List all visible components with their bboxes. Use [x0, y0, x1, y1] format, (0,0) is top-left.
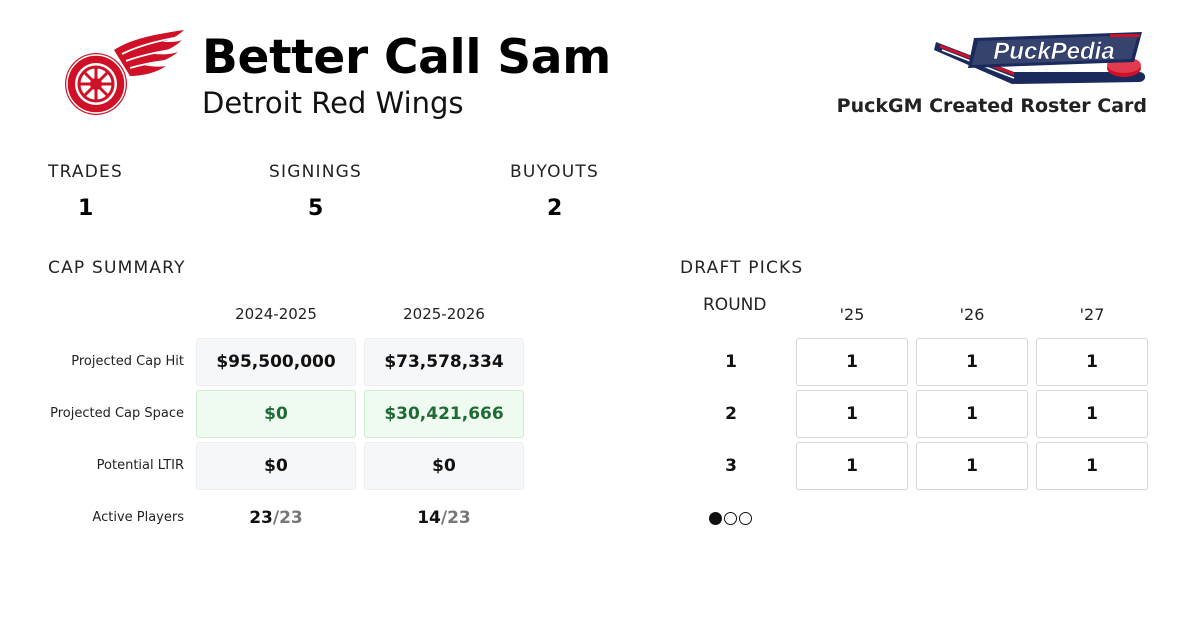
year-header: '26 [959, 305, 985, 324]
stat-label: TRADES [48, 162, 123, 182]
stat-trades: TRADES 1 [48, 162, 218, 221]
round-number: 2 [725, 404, 737, 424]
pagination-dot[interactable] [739, 512, 752, 525]
round-number: 1 [725, 352, 737, 372]
stat-signings: SIGNINGS 5 [269, 162, 439, 221]
stat-value: 2 [547, 196, 563, 221]
red-wings-winged-wheel-icon [65, 30, 184, 115]
stat-value: 1 [78, 196, 94, 221]
pick-cell: 1 [1036, 442, 1148, 490]
page-title: Better Call Sam [202, 30, 611, 85]
pick-cell: 1 [916, 338, 1028, 386]
stat-value: 5 [308, 196, 324, 221]
pick-cell: 1 [796, 442, 908, 490]
year-header: '25 [839, 305, 865, 324]
pick-cell: 1 [1036, 338, 1148, 386]
active-count: 23 [249, 508, 273, 528]
brand-caption: PuckGM Created Roster Card [836, 95, 1147, 117]
cap-cell: $0 [196, 442, 356, 490]
cap-row-label: Projected Cap Space [50, 406, 184, 421]
cap-column-header: 2025-2026 [403, 305, 485, 323]
active-players-value: 23/23 [196, 494, 356, 542]
round-header: ROUND [703, 295, 767, 315]
cap-cell: $95,500,000 [196, 338, 356, 386]
active-count: 14 [417, 508, 441, 528]
stat-buyouts: BUYOUTS 2 [510, 162, 680, 221]
team-name: Detroit Red Wings [202, 86, 464, 120]
cap-row-label: Active Players [92, 510, 184, 525]
pick-cell: 1 [916, 390, 1028, 438]
cap-row-label: Potential LTIR [96, 458, 184, 473]
cap-cell: $0 [364, 442, 524, 490]
cap-row-label: Projected Cap Hit [71, 354, 184, 369]
pick-cell: 1 [796, 338, 908, 386]
puckpedia-logo: PuckPedia [934, 32, 1146, 84]
round-number: 3 [725, 456, 737, 476]
draft-picks-heading: DRAFT PICKS [680, 258, 804, 278]
cap-cell: $0 [196, 390, 356, 438]
pagination-dot[interactable] [709, 512, 722, 525]
cap-cell: $30,421,666 [364, 390, 524, 438]
pick-cell: 1 [916, 442, 1028, 490]
pagination-dot[interactable] [724, 512, 737, 525]
active-max: /23 [440, 508, 471, 528]
pick-cell: 1 [1036, 390, 1148, 438]
pagination-dots [709, 512, 752, 525]
pick-cell: 1 [796, 390, 908, 438]
year-header: '27 [1079, 305, 1105, 324]
stat-label: SIGNINGS [269, 162, 362, 182]
active-players-value: 14/23 [364, 494, 524, 542]
cap-cell: $73,578,334 [364, 338, 524, 386]
brand-wordmark: PuckPedia [993, 38, 1114, 65]
active-max: /23 [272, 508, 303, 528]
cap-summary-heading: CAP SUMMARY [48, 258, 186, 278]
stat-label: BUYOUTS [510, 162, 599, 182]
cap-column-header: 2024-2025 [235, 305, 317, 323]
